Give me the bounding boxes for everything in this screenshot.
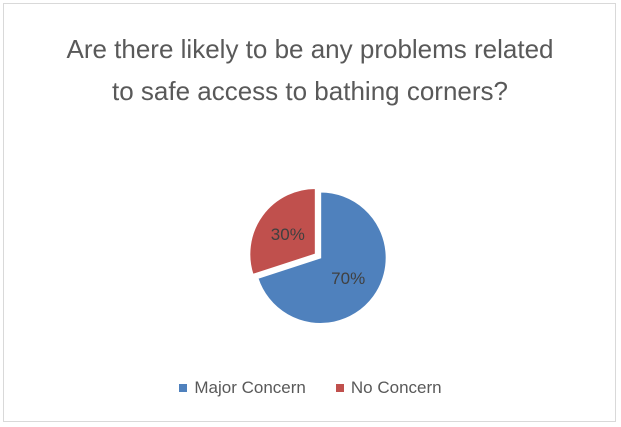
legend-label-major-concern: Major Concern — [194, 378, 306, 397]
legend-label-no-concern: No Concern — [350, 378, 442, 397]
pie-slices — [248, 187, 388, 325]
chart-title: Are there likely to be any problems rela… — [66, 34, 554, 106]
pie-slice-major-concern — [256, 191, 388, 325]
data-label-major-concern: 70% — [331, 269, 365, 288]
pie-slice-no-concern — [248, 187, 317, 276]
legend-swatch-no-concern — [335, 384, 344, 392]
pie-data-labels: 70% 30% — [271, 225, 365, 288]
legend-item-major-concern: Major Concern — [179, 378, 306, 398]
legend-item-no-concern: No Concern — [335, 378, 442, 398]
legend: Major Concern No Concern — [0, 378, 621, 398]
data-label-no-concern: 30% — [271, 225, 305, 244]
legend-swatch-major-concern — [179, 384, 188, 392]
